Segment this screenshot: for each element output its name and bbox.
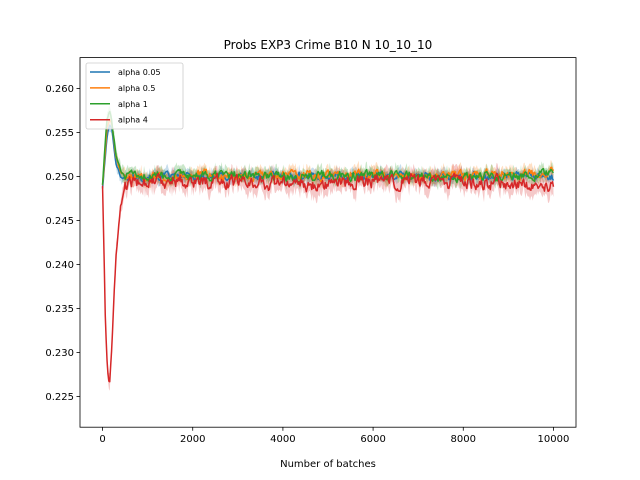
legend-box [85,62,184,130]
axes-frame [79,57,577,428]
x-tick-label: 0 [99,434,105,445]
x-tick-label: 4000 [270,434,295,445]
series-line-4 [101,172,555,383]
x-tick-label: 6000 [360,434,385,445]
y-tick-label: 0.240 [45,260,74,271]
y-axis: 0.225 0.230 0.235 0.240 0.245 0.250 0.255 0.260 [45,84,80,403]
y-tick-label: 0.255 [45,128,74,139]
y-tick-label: 0.245 [45,216,74,227]
legend: alpha 0.05 alpha 0.5 alpha 1 alpha 4 [85,62,184,130]
legend-label-3: alpha 1 [118,100,148,109]
x-tick-label: 10000 [538,434,570,445]
x-axis-label: Number of batches [280,459,376,470]
x-tick-label: 8000 [451,434,476,445]
legend-label-2: alpha 0.5 [118,84,155,93]
chart-title: Probs EXP3 Crime B10 N 10_10_10 [224,38,433,52]
x-axis: 0 2000 4000 6000 8000 10000 [99,427,569,445]
y-tick-label: 0.260 [45,84,74,95]
legend-label-4: alpha 4 [118,116,148,125]
y-tick-label: 0.225 [45,392,74,403]
legend-label-1: alpha 0.05 [118,68,161,77]
x-tick-label: 2000 [180,434,205,445]
y-tick-label: 0.235 [45,304,74,315]
series-line-3 [101,110,554,185]
plot-area [101,106,555,391]
y-tick-label: 0.250 [45,172,74,183]
y-tick-label: 0.230 [45,348,74,359]
